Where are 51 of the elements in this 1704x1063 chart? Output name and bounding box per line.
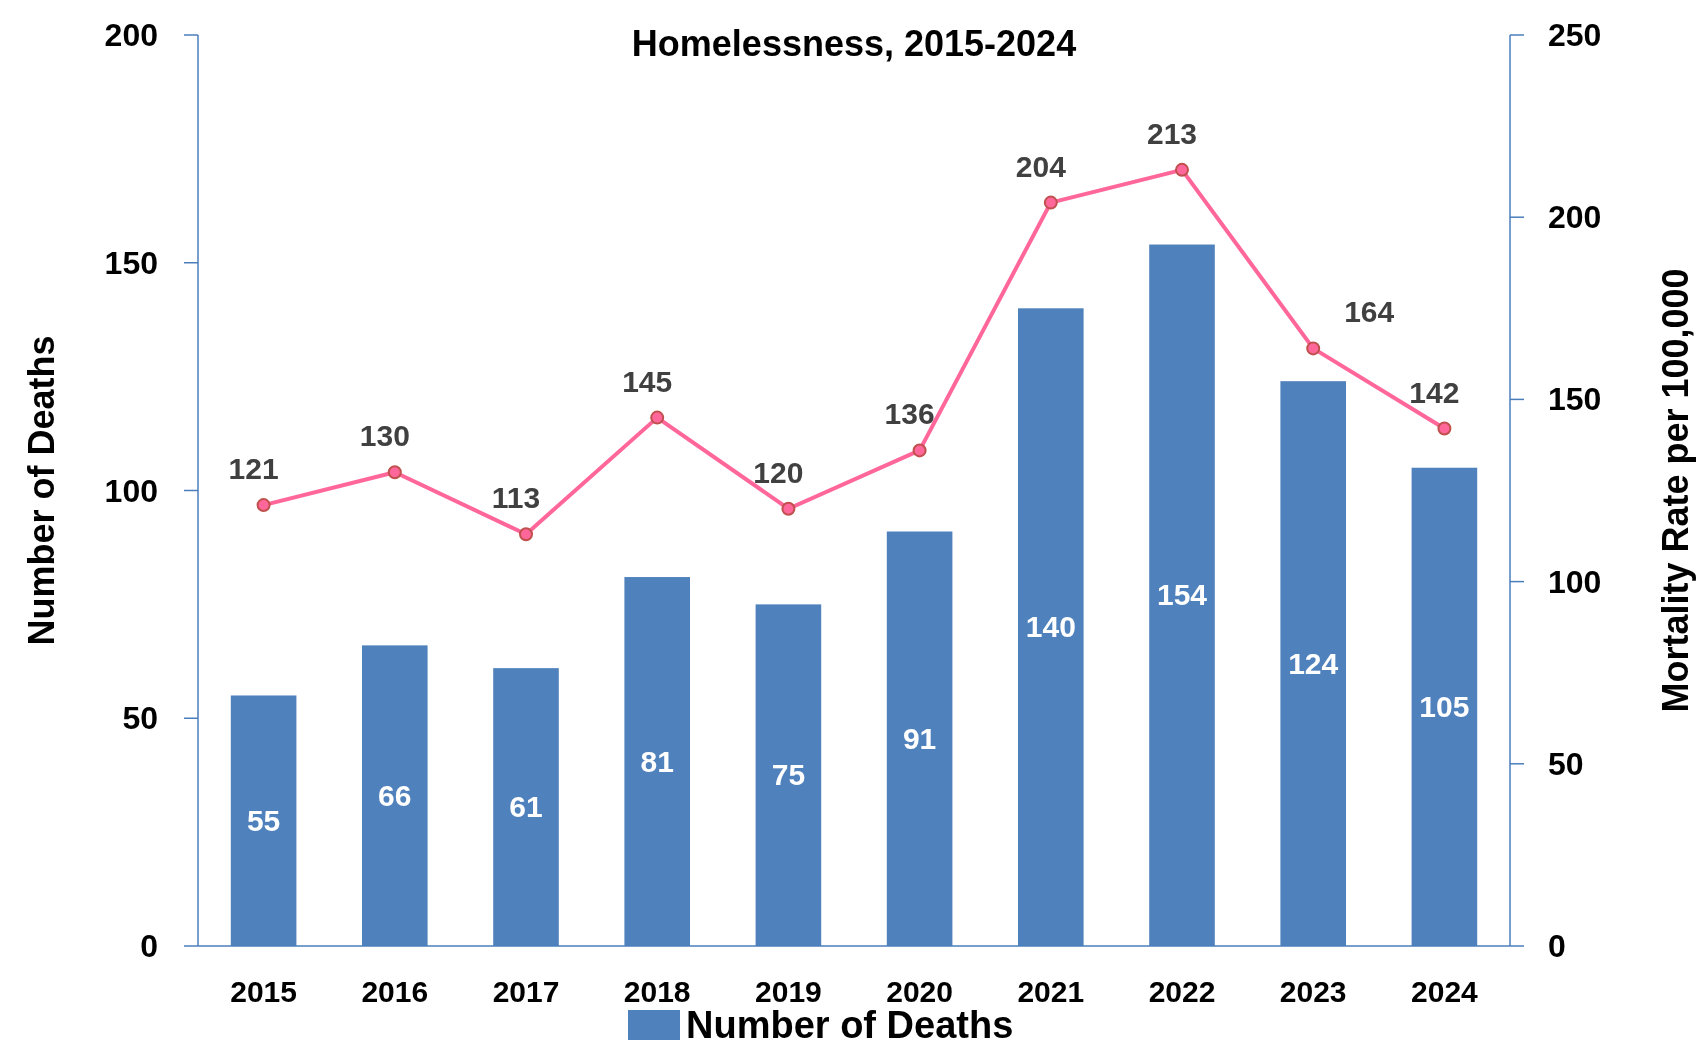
data-label: 130 (359, 419, 410, 453)
data-label: 113 (491, 481, 541, 515)
data-label: 61 (509, 790, 543, 824)
data-label: 55 (246, 803, 281, 837)
data-label: 213 (1146, 116, 1198, 150)
x-tick-label: 2016 (361, 975, 429, 1008)
data-label: 140 (1025, 610, 1076, 644)
data-label: 204 (1015, 149, 1067, 183)
data-label: 142 (1409, 375, 1460, 409)
data-label: 105 (1419, 689, 1470, 723)
y-tick-label: 50 (122, 700, 158, 737)
y2-tick-label: 0 (1548, 928, 1566, 964)
y2-axis-title: Mortality Rate per 100,000 (1655, 268, 1696, 713)
point (1175, 162, 1189, 177)
x-tick-label: 2015 (230, 975, 297, 1008)
y-tick-label: 100 (104, 472, 158, 509)
x-tick-label: 2024 (1411, 975, 1479, 1008)
data-label: 124 (1288, 646, 1339, 680)
y2-tick-label: 200 (1548, 199, 1602, 236)
point (650, 410, 665, 425)
y-tick-label: 200 (104, 17, 158, 53)
data-label: 145 (622, 364, 673, 398)
data-label: 136 (884, 397, 935, 431)
y2-tick-label: 150 (1548, 381, 1602, 418)
point (781, 501, 796, 516)
point (1306, 341, 1321, 356)
data-label: 164 (1344, 295, 1395, 329)
point (1437, 421, 1452, 436)
x-tick-label: 2017 (492, 975, 560, 1008)
y-tick-label: 150 (104, 244, 158, 281)
data-label: 75 (771, 758, 806, 792)
chart-title: Homelessness, 2015-2024 (631, 23, 1077, 64)
data-label: 121 (228, 452, 279, 486)
x-tick-label: 2021 (1017, 975, 1085, 1008)
point (1043, 195, 1058, 210)
data-label: 81 (640, 744, 674, 778)
data-label: 120 (753, 455, 804, 489)
point (387, 465, 402, 480)
point (912, 443, 927, 458)
data-label: 66 (378, 778, 412, 812)
point (519, 527, 533, 542)
y2-tick-label: 250 (1548, 17, 1602, 53)
y2-tick-label: 50 (1548, 745, 1584, 782)
x-tick-label: 2022 (1148, 975, 1216, 1008)
point (256, 498, 271, 513)
y2-tick-label: 100 (1548, 563, 1602, 600)
y-axis-title: Number of Deaths (21, 335, 62, 646)
x-tick-label: 2023 (1279, 975, 1347, 1008)
y-tick-label: 0 (140, 928, 158, 964)
data-label: 154 (1156, 578, 1208, 612)
data-label: 91 (902, 721, 937, 755)
